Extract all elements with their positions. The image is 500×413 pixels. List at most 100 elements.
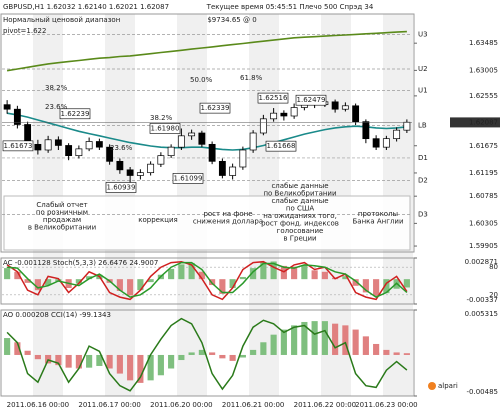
histogram-bar	[260, 262, 267, 280]
info-text: Нормальный ценовой диапазон	[3, 16, 120, 24]
ao-panel	[0, 309, 415, 397]
histogram-bar	[250, 268, 257, 280]
y2-tick-label: 0.002871	[465, 258, 498, 266]
histogram-bar	[393, 352, 400, 355]
x-tick-label: 2011.06.17 00:00	[78, 401, 140, 409]
price-mark-label: 1.61980	[151, 124, 180, 132]
candle-body	[13, 108, 21, 125]
indicator-line	[6, 112, 407, 151]
price-mark-box	[2, 140, 34, 152]
histogram-bar	[188, 262, 195, 280]
panel-title: AC -0.001128 Stoch(5,3,3) 26.6476 24.900…	[3, 259, 158, 267]
price-mark-label: 1.62239	[61, 110, 90, 118]
annotation: слабые данные	[271, 182, 328, 190]
histogram-bar	[229, 279, 236, 289]
histogram-bar	[75, 279, 82, 284]
annotation: рост на фоне	[203, 210, 252, 218]
histogram-bar	[250, 349, 257, 355]
y2-tick-label: 0.005315	[465, 310, 498, 318]
fib-label: 50.0%	[190, 76, 213, 84]
y-tick-label: 1.60785	[469, 192, 498, 200]
histogram-bar	[219, 279, 226, 294]
histogram-bar	[34, 279, 41, 291]
last-price-label: 1.62087	[469, 118, 498, 126]
y2-tick-label: -0.00337	[467, 296, 498, 304]
price-mark-box	[105, 182, 137, 193]
ac-panel	[0, 257, 415, 305]
annotation: снижения доллара	[193, 218, 263, 226]
y-tick-label: 1.60305	[469, 219, 498, 227]
annotation: на ожиданиях того,	[263, 212, 337, 220]
candle-body	[167, 146, 175, 157]
candle-body	[106, 146, 114, 162]
histogram-bar	[362, 336, 369, 355]
level-label: LB	[418, 122, 427, 130]
level-label: D3	[418, 211, 428, 219]
panel-title: AO 0.000208 CCI(14) -99.1343	[3, 311, 111, 319]
oscillator-line	[6, 317, 408, 392]
histogram-bar	[291, 325, 298, 355]
candle-body	[341, 105, 349, 110]
histogram-bar	[383, 279, 390, 294]
histogram-bar	[311, 321, 318, 355]
price-mark-box	[172, 173, 204, 184]
candle-body	[229, 166, 237, 176]
histogram-bar	[96, 354, 103, 366]
fib-label: 61.8%	[240, 74, 263, 82]
candle-body	[177, 135, 185, 148]
histogram-bar	[229, 354, 236, 361]
histogram-bar	[14, 271, 21, 280]
price-panel	[0, 13, 415, 253]
candle-body	[3, 104, 11, 110]
histogram-bar	[301, 265, 308, 280]
histogram-bar	[34, 354, 41, 360]
annotation: коррекция	[138, 216, 177, 224]
info-text: pivot=1.622	[3, 27, 46, 35]
price-mark-box	[199, 102, 231, 114]
histogram-bar	[291, 266, 298, 280]
histogram-bar	[270, 334, 277, 355]
candle-body	[290, 107, 298, 117]
y-tick-label: 1.59905	[469, 242, 498, 250]
histogram-bar	[116, 354, 123, 374]
annotation: голосование	[277, 227, 324, 235]
status-text: Текущее время 05:45:51 Плечо 500 Спрэд 3…	[206, 3, 374, 11]
chart-title: GBPUSD,H1 1.62032 1.62140 1.62021 1.6208…	[3, 3, 169, 11]
histogram-bar	[188, 352, 195, 355]
oscillator-line	[7, 261, 408, 298]
histogram-bar	[332, 323, 339, 355]
price-mark-label: 1.62339	[201, 104, 230, 112]
histogram-bar	[239, 354, 246, 358]
histogram-bar	[403, 353, 410, 355]
histogram-bar	[321, 271, 328, 280]
price-mark-label: 1.62479	[297, 96, 326, 104]
annotation: слабые данные	[271, 197, 328, 205]
histogram-bar	[24, 350, 31, 355]
annotation: в Греции	[283, 235, 316, 243]
x-tick-label: 2011.06.20 00:00	[150, 401, 212, 409]
histogram-bar	[147, 279, 154, 283]
histogram-bar	[55, 354, 62, 366]
price-mark-label: 1.61668	[267, 142, 296, 150]
histogram-bar	[403, 279, 410, 288]
candle-body	[280, 112, 288, 117]
candle-body	[157, 155, 165, 165]
fib-label: 38.2%	[150, 114, 173, 122]
annotation: Слабый отчет	[36, 201, 87, 209]
level-label: U2	[418, 65, 428, 73]
candle-body	[95, 141, 103, 148]
histogram-bar	[311, 270, 318, 280]
histogram-bar	[219, 354, 226, 359]
annotation: протоколы	[358, 210, 398, 218]
annotation: рост фонд. индексов	[261, 220, 339, 228]
y-tick-label: 1.61195	[469, 169, 498, 177]
histogram-bar	[24, 279, 31, 283]
histogram-bar	[209, 352, 216, 355]
price-mark-box	[257, 92, 289, 104]
histogram-bar	[342, 276, 349, 280]
oscillator-line	[6, 260, 408, 301]
candle-body	[382, 138, 390, 148]
price-mark-label: 1.60939	[107, 183, 136, 191]
annotation: в Великобритании	[28, 224, 96, 232]
